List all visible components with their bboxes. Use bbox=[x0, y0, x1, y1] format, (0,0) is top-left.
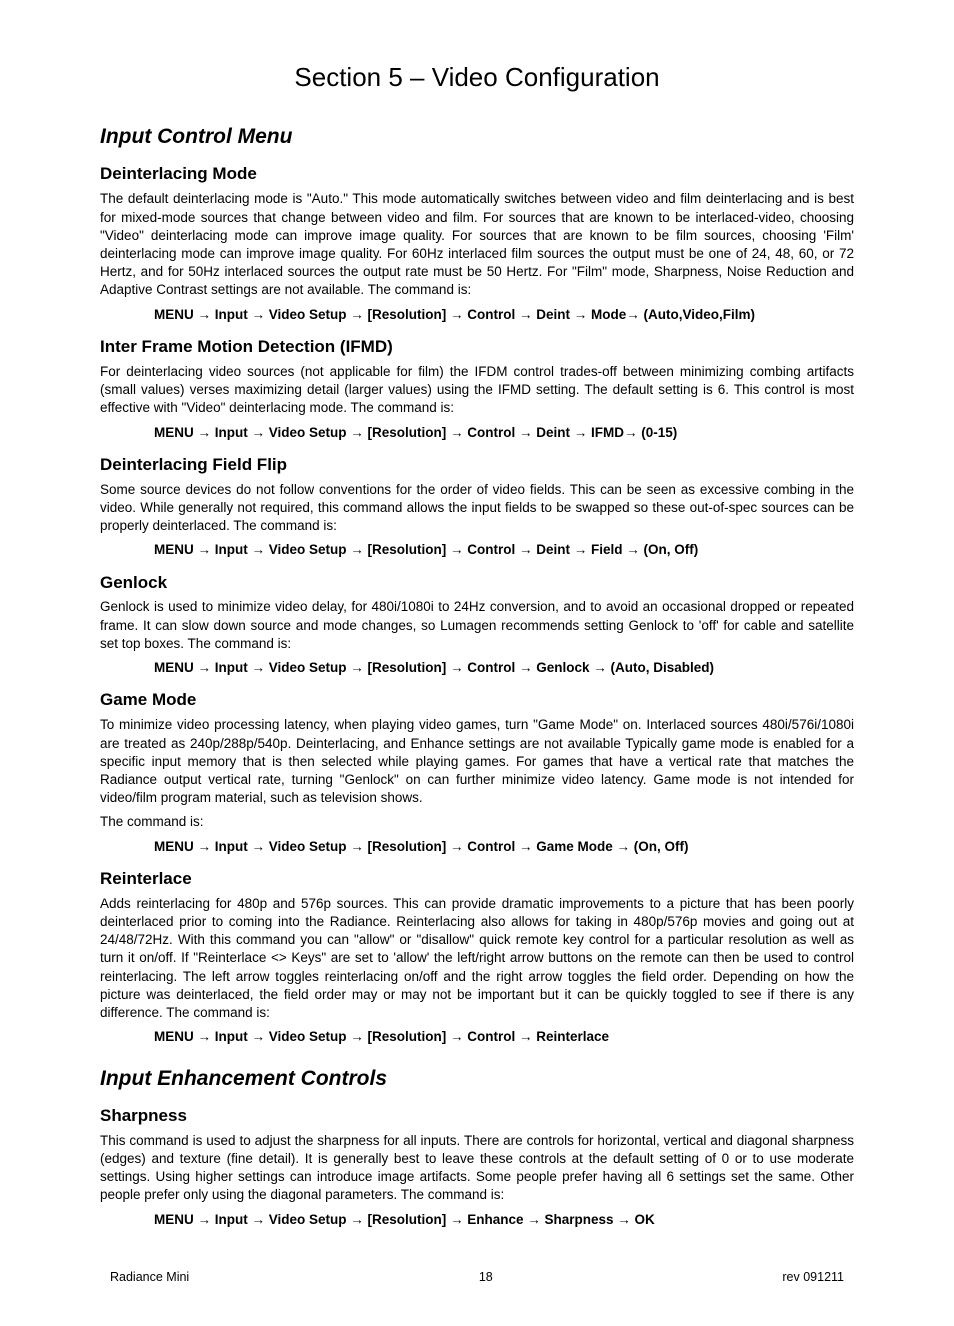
command-field-flip: MENU → Input → Video Setup → [Resolution… bbox=[154, 541, 854, 559]
paragraph-deinterlacing-mode: The default deinterlacing mode is "Auto.… bbox=[100, 190, 854, 299]
command-deinterlacing-mode: MENU → Input → Video Setup → [Resolution… bbox=[154, 306, 854, 324]
document-page: Section 5 – Video Configuration Input Co… bbox=[0, 0, 954, 1326]
paragraph-genlock: Genlock is used to minimize video delay,… bbox=[100, 598, 854, 653]
heading-input-control-menu: Input Control Menu bbox=[100, 123, 854, 151]
footer-revision: rev 091211 bbox=[782, 1269, 844, 1286]
command-sharpness: MENU → Input → Video Setup → [Resolution… bbox=[154, 1211, 854, 1229]
heading-sharpness: Sharpness bbox=[100, 1105, 854, 1128]
heading-genlock: Genlock bbox=[100, 572, 854, 595]
paragraph-game-mode: To minimize video processing latency, wh… bbox=[100, 716, 854, 807]
heading-reinterlace: Reinterlace bbox=[100, 868, 854, 891]
paragraph-game-mode-2: The command is: bbox=[100, 813, 854, 831]
command-ifmd: MENU → Input → Video Setup → [Resolution… bbox=[154, 424, 854, 442]
paragraph-ifmd: For deinterlacing video sources (not app… bbox=[100, 363, 854, 418]
footer-left: Radiance Mini bbox=[110, 1269, 189, 1286]
heading-ifmd: Inter Frame Motion Detection (IFMD) bbox=[100, 336, 854, 359]
command-reinterlace: MENU → Input → Video Setup → [Resolution… bbox=[154, 1028, 854, 1046]
paragraph-reinterlace: Adds reinterlacing for 480p and 576p sou… bbox=[100, 895, 854, 1023]
heading-field-flip: Deinterlacing Field Flip bbox=[100, 454, 854, 477]
section-title: Section 5 – Video Configuration bbox=[100, 60, 854, 95]
paragraph-field-flip: Some source devices do not follow conven… bbox=[100, 481, 854, 536]
footer-page-number: 18 bbox=[479, 1269, 493, 1286]
heading-deinterlacing-mode: Deinterlacing Mode bbox=[100, 163, 854, 186]
command-genlock: MENU → Input → Video Setup → [Resolution… bbox=[154, 659, 854, 677]
page-footer: Radiance Mini 18 rev 091211 bbox=[100, 1269, 854, 1286]
command-game-mode: MENU → Input → Video Setup → [Resolution… bbox=[154, 838, 854, 856]
heading-game-mode: Game Mode bbox=[100, 689, 854, 712]
heading-input-enhancement-controls: Input Enhancement Controls bbox=[100, 1065, 854, 1093]
paragraph-sharpness: This command is used to adjust the sharp… bbox=[100, 1132, 854, 1205]
